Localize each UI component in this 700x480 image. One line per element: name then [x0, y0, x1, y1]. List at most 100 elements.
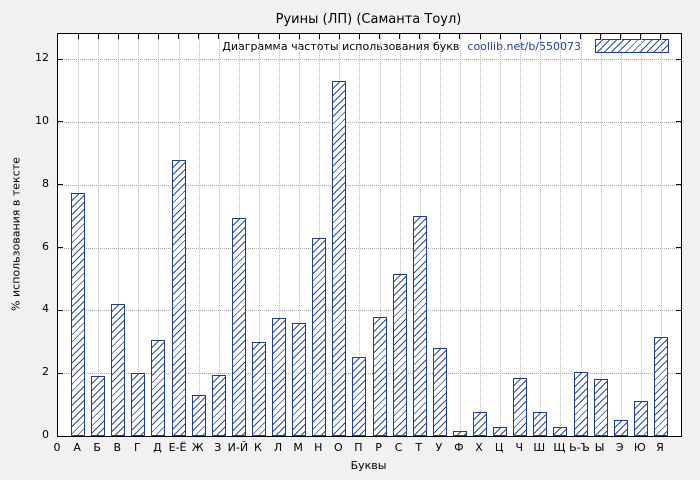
- y-tick-mark: [58, 309, 63, 311]
- x-tick-mark: [499, 34, 501, 39]
- bar-Ю: [634, 401, 648, 436]
- x-tick-label: Е-Ё: [168, 441, 187, 454]
- bar-Щ: [553, 427, 567, 436]
- x-gridline: [620, 34, 622, 436]
- x-tick-mark: [539, 34, 541, 39]
- y-tick-mark: [676, 184, 681, 186]
- x-tick-mark: [559, 34, 561, 39]
- x-gridline: [138, 34, 140, 436]
- y-tick-mark: [58, 247, 63, 249]
- y-gridline: [58, 59, 681, 61]
- bar-М: [292, 323, 306, 436]
- x-tick-mark: [218, 34, 220, 39]
- x-tick-label: Д: [153, 441, 162, 454]
- bar-Д: [151, 340, 165, 436]
- bar-Ь-Ъ: [574, 372, 588, 436]
- x-tick-label: Р: [375, 441, 382, 454]
- y-tick-label: 10: [35, 113, 49, 127]
- y-gridline: [58, 310, 681, 312]
- y-tick-mark: [58, 372, 63, 374]
- bar-Ц: [493, 427, 507, 436]
- x-tick-label: Ф: [454, 441, 464, 454]
- x-gridline: [359, 34, 361, 436]
- y-tick-mark: [676, 58, 681, 60]
- x-tick-mark: [479, 34, 481, 39]
- x-gridline: [279, 34, 281, 436]
- x-gridline: [299, 34, 301, 436]
- bar-В: [111, 304, 125, 436]
- y-tick-label: 12: [35, 51, 49, 65]
- x-gridline: [399, 34, 401, 436]
- x-tick-label: Ц: [494, 441, 504, 454]
- x-tick-label-origin: 0: [53, 441, 61, 454]
- x-gridline: [600, 34, 602, 436]
- x-gridline: [480, 34, 482, 436]
- bar-Я: [654, 337, 668, 436]
- x-gridline: [660, 34, 662, 436]
- bar-Е-Ё: [172, 160, 186, 436]
- chart-title: Руины (ЛП) (Саманта Тоул): [275, 12, 462, 27]
- x-tick-label: В: [113, 441, 122, 454]
- y-tick-mark: [676, 372, 681, 374]
- y-tick-label: 0: [42, 428, 49, 441]
- x-tick-mark: [399, 34, 401, 39]
- x-tick-label: Ю: [633, 441, 646, 454]
- x-tick-mark: [178, 34, 180, 39]
- y-tick-mark: [58, 58, 63, 60]
- x-tick-mark: [519, 34, 521, 39]
- legend-url: coollib.net/b/550073: [467, 39, 581, 53]
- bar-Г: [131, 373, 145, 436]
- bar-Э: [614, 420, 628, 436]
- bar-Ч: [513, 378, 527, 436]
- x-tick-mark: [278, 34, 280, 39]
- x-tick-mark: [298, 34, 300, 39]
- x-tick-label: Ы: [594, 441, 605, 454]
- bar-Ы: [594, 379, 608, 436]
- bar-Л: [272, 318, 286, 436]
- x-gridline: [640, 34, 642, 436]
- bar-З: [212, 375, 226, 436]
- x-axis-label: Буквы: [350, 459, 387, 472]
- y-gridline: [58, 121, 681, 123]
- y-tick-mark: [58, 121, 63, 123]
- x-gridline: [319, 34, 321, 436]
- x-tick-mark: [660, 34, 662, 39]
- x-tick-mark: [97, 34, 99, 39]
- x-tick-label: С: [394, 441, 403, 454]
- x-tick-label: Х: [475, 441, 483, 454]
- bar-О: [332, 81, 346, 436]
- x-tick-mark: [77, 34, 79, 39]
- x-tick-mark: [640, 34, 642, 39]
- plot-area: Диаграмма частоты использования букв coo…: [57, 33, 682, 437]
- x-gridline: [218, 34, 220, 436]
- x-gridline: [560, 34, 562, 436]
- x-gridline: [459, 34, 461, 436]
- x-gridline: [158, 34, 160, 436]
- x-tick-mark: [318, 34, 320, 39]
- bar-Ш: [533, 412, 547, 436]
- x-tick-label: Ж: [191, 441, 204, 454]
- bar-Х: [473, 412, 487, 436]
- x-tick-label: П: [354, 441, 363, 454]
- bar-Н: [312, 238, 326, 436]
- x-gridline: [198, 34, 200, 436]
- x-tick-label: Ш: [533, 441, 546, 454]
- x-tick-mark: [117, 34, 119, 39]
- x-tick-label: А: [73, 441, 81, 454]
- x-tick-mark: [258, 34, 260, 39]
- y-tick-mark: [676, 121, 681, 123]
- x-tick-mark: [137, 34, 139, 39]
- x-gridline: [580, 34, 582, 436]
- x-tick-mark: [358, 34, 360, 39]
- x-tick-mark: [198, 34, 200, 39]
- y-tick-label: 8: [42, 176, 49, 190]
- x-tick-label: Б: [93, 441, 101, 454]
- x-tick-mark: [459, 34, 461, 39]
- x-tick-label: К: [254, 441, 262, 454]
- x-tick-label: И-Й: [227, 441, 249, 454]
- y-tick-label: 6: [42, 239, 49, 253]
- bar-У: [433, 348, 447, 436]
- y-gridline: [58, 184, 681, 186]
- x-tick-label: У: [435, 441, 443, 454]
- x-tick-label: Т: [415, 441, 423, 454]
